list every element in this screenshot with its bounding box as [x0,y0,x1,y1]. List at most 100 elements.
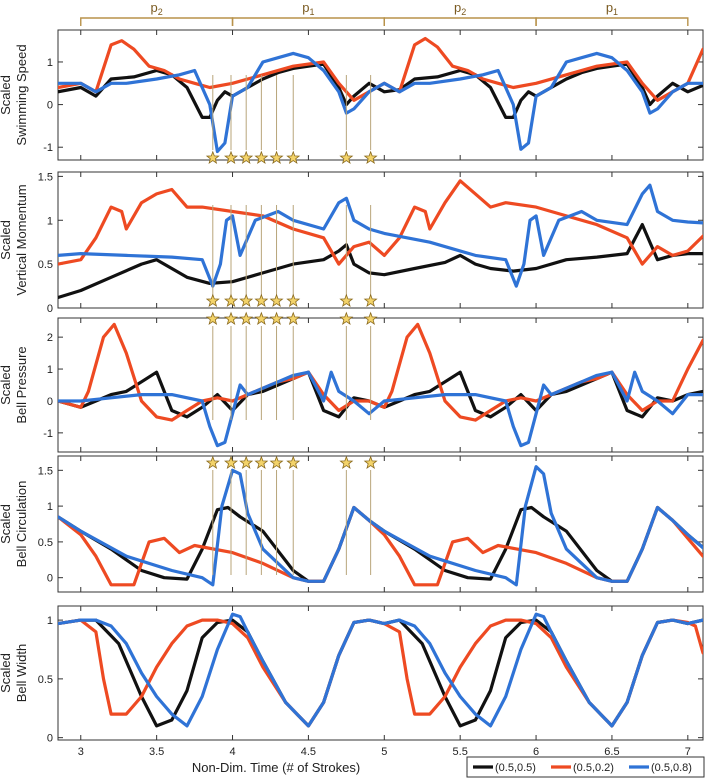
y-axis-label-line: Bell Pressure [14,346,29,423]
y-tick-label: 1 [47,57,53,69]
panel-vertical-momentum: 0 0.5 1 1.5 Scaled Vertical Momentum [0,171,704,315]
star-marker [205,293,220,307]
series-line--0-5-0-5- [58,223,703,300]
star-marker [363,150,378,164]
star-marker [205,150,220,164]
legend-label: (0.5,0.8) [651,762,692,774]
x-tick-label: 7 [685,746,691,758]
panel-bell-pressure: -1 0 1 2 Scaled Bell Pressure [0,317,704,453]
panel-frame [57,455,704,593]
star-marker [224,150,239,164]
phase-label-subscript: 1 [613,7,618,17]
panel-series-group [58,179,703,300]
y-axis-label-line: Scaled [0,220,13,260]
star-marker [254,150,269,164]
series-line--0-5-0-2- [58,322,703,422]
x-tick-label: 3.5 [149,746,164,758]
star-marker [224,455,239,469]
series-line--0-5-0-8- [58,612,703,728]
star-marker [286,311,301,325]
star-marker [239,150,254,164]
star-marker [239,455,254,469]
phase-bracket-line [383,17,537,26]
y-tick-label: 0 [47,733,53,745]
phase-bracket-line [231,17,385,26]
series-line--0-5-0-8- [58,370,703,448]
x-tick-label: 4 [229,746,235,758]
y-axis-label-line: Scaled [0,653,13,693]
y-axis-label-line: Scaled [0,365,13,405]
star-marker [239,293,254,307]
star-marker [286,455,301,469]
y-tick-label: -1 [43,142,53,154]
phase-label: p2 [151,0,163,17]
panel-series-group [58,465,703,587]
legend-label: (0.5,0.5) [495,762,536,774]
y-tick-label: 2 [47,332,53,344]
phase-bracket-4: p1 [535,0,689,26]
star-marker [254,311,269,325]
y-tick-label: 1 [47,364,53,376]
star-marker [254,455,269,469]
panel-series-group [58,322,703,448]
star-marker [205,311,220,325]
y-tick-label: -1 [43,428,53,440]
star-marker [269,311,284,325]
star-marker [339,455,354,469]
phase-bracket-line [535,17,689,26]
y-tick-label: 1.5 [38,171,53,183]
y-tick-label: 1 [47,615,53,627]
phase-label-subscript: 1 [310,7,315,17]
y-axis-label-line: Vertical Momentum [14,184,29,295]
y-tick-label: 1 [47,215,53,227]
phase-bracket-3: p2 [383,0,537,26]
panel-frame [57,317,704,453]
x-axis-label: Non-Dim. Time (# of Strokes) [192,760,360,775]
star-marker [363,311,378,325]
y-axis-label-line: Bell Width [14,644,29,703]
star-marker [363,293,378,307]
star-marker [339,311,354,325]
star-marker [205,455,220,469]
star-marker [363,455,378,469]
y-tick-label: 0 [47,303,53,315]
phase-label-subscript: 2 [158,7,163,17]
x-tick-label: 5.5 [453,746,468,758]
star-marker [269,455,284,469]
panel-series-group [58,612,703,728]
legend-box [466,756,705,778]
series-line--0-5-0-8- [58,465,703,587]
phase-label-subscript: 2 [461,7,466,17]
x-tick-label: 6.5 [604,746,619,758]
y-axis-label-line: Scaled [0,75,13,115]
star-marker [269,150,284,164]
legend-label: (0.5,0.2) [573,762,614,774]
star-marker [239,311,254,325]
panel-series-group [58,36,703,154]
panel-bell-circulation: 0 0.5 1 1.5 Scaled Bell Circulation [0,455,704,593]
y-axis-label-line: Scaled [0,504,13,544]
y-tick-label: 0.5 [38,674,53,686]
x-tick-label: 3 [78,746,84,758]
panel-swimming-speed: -1 0 1 Scaled Swimming Speed [0,29,704,161]
y-tick-label: 1 [47,501,53,513]
panel-bell-width: 0 0.5 1 Scaled Bell Width [0,605,704,745]
series-line--0-5-0-8- [58,183,703,288]
series-line--0-5-0-8- [58,51,703,154]
series-line--0-5-0-5- [58,62,703,120]
y-axis-label-line: Bell Circulation [14,481,29,568]
legend: (0.5,0.5) (0.5,0.2) (0.5,0.8) [466,756,705,778]
star-marker [254,293,269,307]
phase-bracket-line [80,17,234,26]
star-marker [339,150,354,164]
y-tick-label: 0 [47,573,53,585]
star-marker [286,150,301,164]
x-tick-label: 4.5 [301,746,316,758]
series-line--0-5-0-2- [58,179,703,266]
phase-label: p2 [454,0,466,17]
x-tick-label: 5 [381,746,387,758]
y-tick-label: 0 [47,396,53,408]
star-marker [224,293,239,307]
